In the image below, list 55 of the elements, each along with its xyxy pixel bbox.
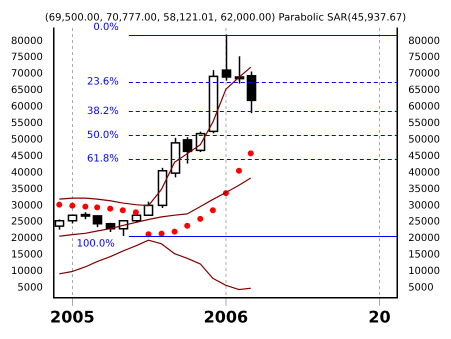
annotation: 38.2% [87, 106, 119, 118]
annotation: 23.6% [87, 76, 119, 88]
point [82, 204, 88, 210]
y-tick-label: 35000 [11, 184, 43, 195]
point [120, 207, 126, 214]
point [69, 202, 76, 209]
y2-tick-label: 75000 [408, 52, 440, 64]
point [94, 204, 100, 210]
y2-tick-label: 70000 [408, 68, 440, 80]
point [132, 209, 139, 216]
y-tick-label: 80000 [11, 36, 43, 47]
y2-tick-label: 50000 [408, 134, 440, 146]
y2-tick-label: 55000 [408, 118, 440, 130]
point [210, 207, 216, 214]
annotation: 100.0% [76, 238, 115, 250]
y2-tick-label: 60000 [408, 102, 440, 113]
x-tick-label: 2006 [204, 308, 248, 327]
y-tick-label: 30000 [11, 200, 43, 212]
y2-tick-label: 5000 [408, 282, 434, 294]
y2-tick-label: 30000 [408, 200, 440, 212]
y2-tick-label: 15000 [408, 250, 440, 261]
y2-tick-label: 25000 [408, 216, 440, 228]
y2-tick-label: 40000 [408, 167, 440, 178]
chart-title: (69,500.00, 70,777.00, 58,121.01, 62,000.00) Parabolic SAR(45,937.67) [44, 12, 406, 24]
annotation: 0.0% [93, 22, 119, 34]
y-tick-label: 10000 [11, 266, 43, 278]
y-tick-label: 70000 [11, 68, 43, 80]
point [107, 206, 114, 212]
y-tick-label: 25000 [11, 216, 43, 228]
y-tick-label: 20000 [11, 233, 43, 244]
y2-tick-label: 35000 [408, 184, 440, 195]
y-tick-label: 40000 [11, 167, 43, 178]
y-tick-label: 55000 [11, 118, 43, 130]
point [248, 150, 254, 156]
point [56, 202, 62, 208]
y2-tick-label: 45000 [408, 150, 440, 162]
y2-tick-label: 10000 [408, 266, 440, 278]
y2-tick-label: 20000 [408, 233, 440, 244]
x-tick-label: 20 [368, 308, 391, 327]
y-tick-label: 60000 [11, 102, 43, 113]
point [197, 216, 204, 222]
y-tick-label: 5000 [17, 282, 43, 294]
annotation: 50.0% [87, 130, 119, 141]
y-tick-label: 75000 [11, 52, 43, 64]
y-tick-label: 45000 [11, 150, 43, 162]
point [236, 168, 242, 174]
y2-tick-label: 80000 [408, 36, 440, 47]
y-tick-label: 65000 [11, 85, 43, 96]
y-tick-label: 50000 [11, 134, 43, 146]
point [172, 228, 178, 235]
annotation: 61.8% [87, 154, 119, 165]
y-tick-label: 15000 [11, 250, 43, 261]
x-tick-label: 2005 [50, 308, 95, 327]
y2-tick-label: 65000 [408, 85, 440, 96]
point [184, 222, 190, 229]
